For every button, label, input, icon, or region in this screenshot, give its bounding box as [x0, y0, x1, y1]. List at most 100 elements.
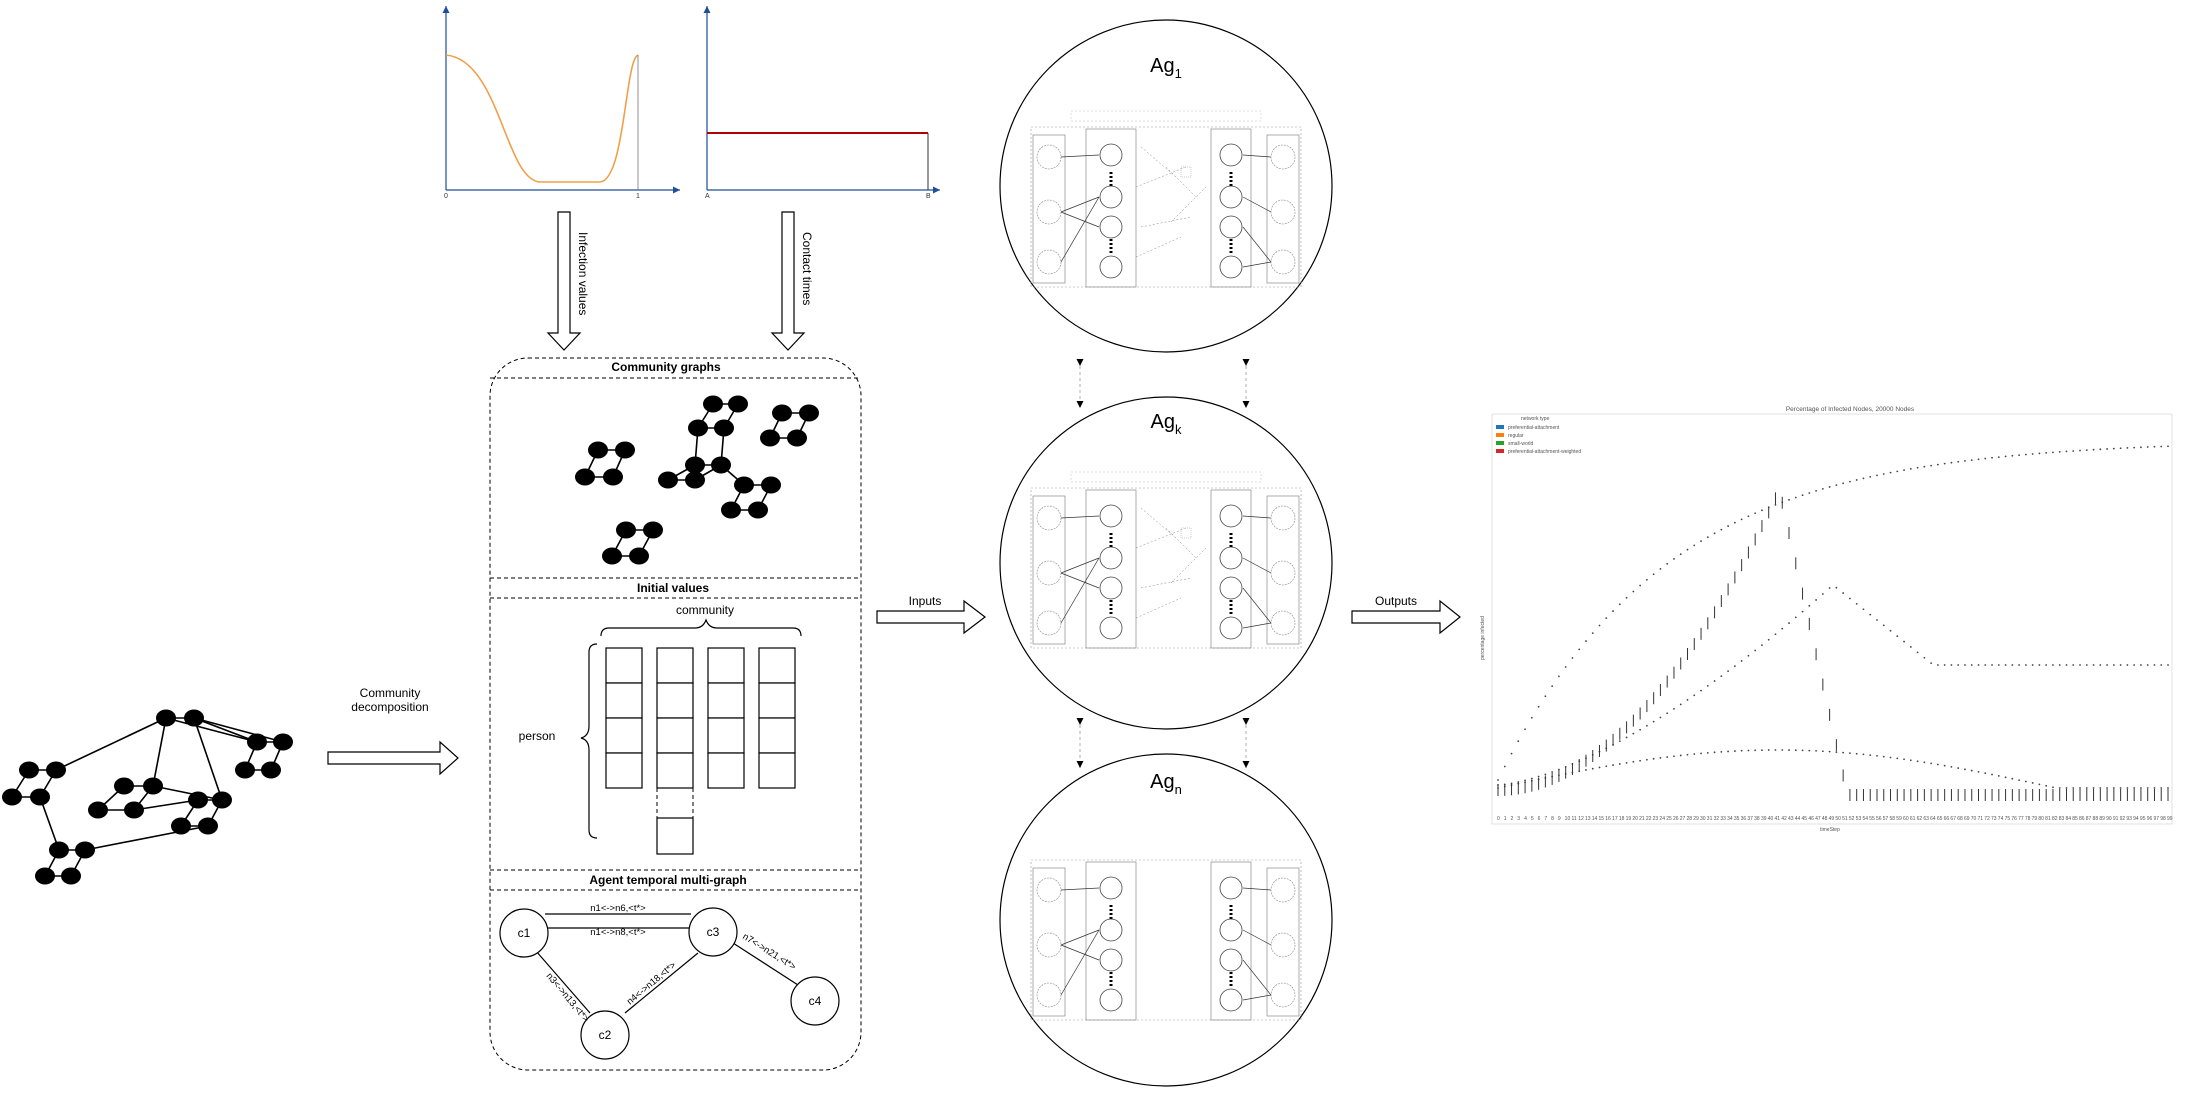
series-point	[1997, 456, 2000, 458]
contact-arrow: Contact times	[770, 211, 814, 351]
series-point	[1605, 765, 1608, 768]
tick-label: 76	[2011, 816, 2017, 822]
tick-label: 85	[2072, 816, 2078, 822]
series-point	[1788, 498, 1790, 501]
agent-connection	[1060, 211, 1100, 228]
series-point	[1517, 740, 1520, 743]
series-point	[1673, 755, 1675, 758]
series-point	[1801, 749, 1804, 752]
graph-node	[685, 456, 705, 474]
series-point	[1497, 779, 1499, 781]
tick-label: 93	[2126, 816, 2132, 822]
grid-cell	[758, 752, 796, 789]
agent-n-circle	[999, 753, 1333, 1087]
graph-node	[643, 521, 663, 539]
legend-title: network type	[1521, 416, 1550, 422]
receiver-node	[1099, 215, 1123, 239]
outputs-label: Outputs	[1375, 594, 1417, 608]
tick-label: 29	[1693, 816, 1699, 822]
tick-label: 74	[1998, 816, 2004, 822]
series-point	[1889, 756, 1892, 759]
internal-flow	[1165, 166, 1197, 198]
series-point	[1720, 528, 1723, 531]
chart-marks: 0 1 2 3 4 5 6 7 8 9 10 11 12 13 14 15 16 17 18 19 20 21 22 23 24…	[1497, 445, 2173, 822]
legend-swatch	[1496, 425, 1504, 429]
tick-label: 26	[1673, 816, 1679, 822]
node-c1	[499, 908, 549, 958]
graph-node	[30, 788, 50, 806]
series-point	[1781, 627, 1784, 630]
series-point	[1679, 703, 1682, 706]
graph-node	[728, 395, 748, 413]
series-point	[2106, 787, 2108, 789]
series-point	[1544, 695, 1547, 698]
tick-label: 33	[1720, 816, 1726, 822]
series-point	[1686, 548, 1689, 551]
series-point	[1659, 757, 1662, 759]
series-point	[1591, 632, 1594, 635]
series-point	[2167, 664, 2169, 666]
agent-connection	[1242, 587, 1272, 624]
series-point	[2065, 787, 2068, 789]
tick-label: 32	[1714, 816, 1720, 822]
chart-title: Percentage of Infected Nodes, 20000 Node…	[1786, 406, 1915, 413]
series-point	[1625, 736, 1628, 739]
series-point	[1815, 490, 1817, 492]
sender-node	[1219, 988, 1243, 1012]
tick-label: 41	[1774, 816, 1780, 822]
agent-architecture	[1030, 471, 1302, 649]
agent-connection	[1060, 196, 1100, 263]
legend-entry: preferential-attachment-weighted	[1508, 449, 1581, 455]
agent-links	[1076, 358, 1250, 768]
graph-node	[261, 761, 281, 779]
series-point	[1862, 753, 1865, 756]
receivers-box	[1085, 128, 1137, 288]
tick-label: 31	[1707, 816, 1713, 822]
graph-node	[721, 501, 741, 519]
tick-label: 36	[1741, 816, 1747, 822]
contact-plot: A B	[703, 6, 940, 200]
community-label: community	[676, 603, 734, 617]
series-point	[1909, 646, 1912, 648]
series-point	[1727, 670, 1730, 673]
series-point	[1686, 753, 1689, 756]
series-point	[1896, 757, 1899, 760]
grid-cell	[758, 647, 796, 684]
tick-label: 94	[2133, 816, 2139, 822]
series-point	[2119, 787, 2122, 789]
node-c2	[580, 1010, 630, 1060]
input-column	[1032, 134, 1066, 284]
series-point	[1923, 761, 1926, 764]
series-point	[1991, 773, 1993, 776]
agent-connection	[1242, 887, 1272, 891]
tick-label: 72	[1984, 816, 1990, 822]
graph-node	[2, 788, 22, 806]
series-point	[1537, 775, 1540, 778]
series-point	[1774, 749, 1777, 751]
tick-label: 53	[1856, 816, 1862, 822]
series-point	[2045, 451, 2048, 454]
series-point	[2018, 664, 2021, 666]
agent-connection	[1060, 196, 1100, 213]
internal-box	[1180, 166, 1192, 178]
senders-box	[1210, 489, 1252, 649]
series-point	[1700, 689, 1702, 692]
series-point	[1882, 755, 1885, 758]
series-point	[1537, 705, 1540, 708]
agent-connection	[1242, 261, 1272, 268]
series-point	[2112, 787, 2115, 789]
sender-node	[1219, 143, 1243, 167]
series-point	[1740, 518, 1743, 521]
tick-label: 39	[1761, 816, 1767, 822]
graph-node	[61, 867, 81, 885]
agent-connection	[1242, 226, 1272, 263]
graph-node	[616, 521, 636, 539]
graph-edge	[152, 717, 167, 787]
series-point	[2011, 454, 2014, 457]
series-point	[1882, 473, 1885, 475]
series-point	[2065, 664, 2068, 666]
series-point	[1673, 707, 1675, 710]
series-point	[2160, 445, 2163, 448]
series-point	[1639, 759, 1642, 762]
series-point	[1503, 765, 1506, 768]
